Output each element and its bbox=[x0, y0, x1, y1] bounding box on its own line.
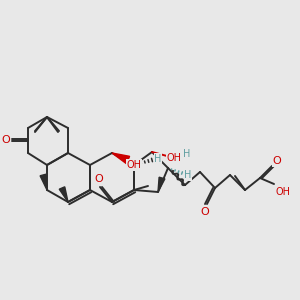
Polygon shape bbox=[40, 174, 47, 190]
Polygon shape bbox=[158, 177, 165, 192]
Text: H: H bbox=[184, 170, 192, 180]
Text: O: O bbox=[273, 156, 281, 166]
Polygon shape bbox=[59, 187, 68, 202]
Text: OH: OH bbox=[167, 153, 182, 163]
Text: O: O bbox=[94, 174, 103, 184]
Text: OH: OH bbox=[127, 160, 142, 170]
Text: H: H bbox=[154, 154, 162, 164]
Text: O: O bbox=[2, 135, 10, 145]
Text: O: O bbox=[201, 207, 209, 217]
Text: OH: OH bbox=[276, 187, 291, 197]
Polygon shape bbox=[112, 153, 130, 164]
Text: H: H bbox=[183, 149, 191, 159]
